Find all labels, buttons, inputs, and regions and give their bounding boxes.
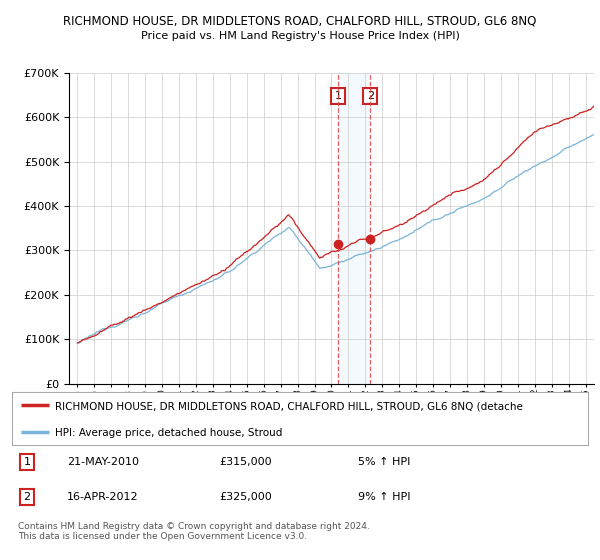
Text: £315,000: £315,000 [220,457,272,467]
Text: 2: 2 [23,492,31,502]
Bar [338,73,370,384]
Text: 21-MAY-2010: 21-MAY-2010 [67,457,139,467]
Text: 1: 1 [23,457,31,467]
Text: 16-APR-2012: 16-APR-2012 [67,492,139,502]
Text: 9% ↑ HPI: 9% ↑ HPI [358,492,410,502]
Text: 2: 2 [367,91,374,101]
Text: 1: 1 [334,91,341,101]
Text: RICHMOND HOUSE, DR MIDDLETONS ROAD, CHALFORD HILL, STROUD, GL6 8NQ: RICHMOND HOUSE, DR MIDDLETONS ROAD, CHAL… [64,14,536,27]
Text: HPI: Average price, detached house, Stroud: HPI: Average price, detached house, Stro… [55,428,283,438]
Text: 5% ↑ HPI: 5% ↑ HPI [358,457,410,467]
Text: Contains HM Land Registry data © Crown copyright and database right 2024.
This d: Contains HM Land Registry data © Crown c… [18,522,370,542]
Text: £325,000: £325,000 [220,492,272,502]
Text: RICHMOND HOUSE, DR MIDDLETONS ROAD, CHALFORD HILL, STROUD, GL6 8NQ (detache: RICHMOND HOUSE, DR MIDDLETONS ROAD, CHAL… [55,402,523,412]
Text: Price paid vs. HM Land Registry's House Price Index (HPI): Price paid vs. HM Land Registry's House … [140,31,460,41]
